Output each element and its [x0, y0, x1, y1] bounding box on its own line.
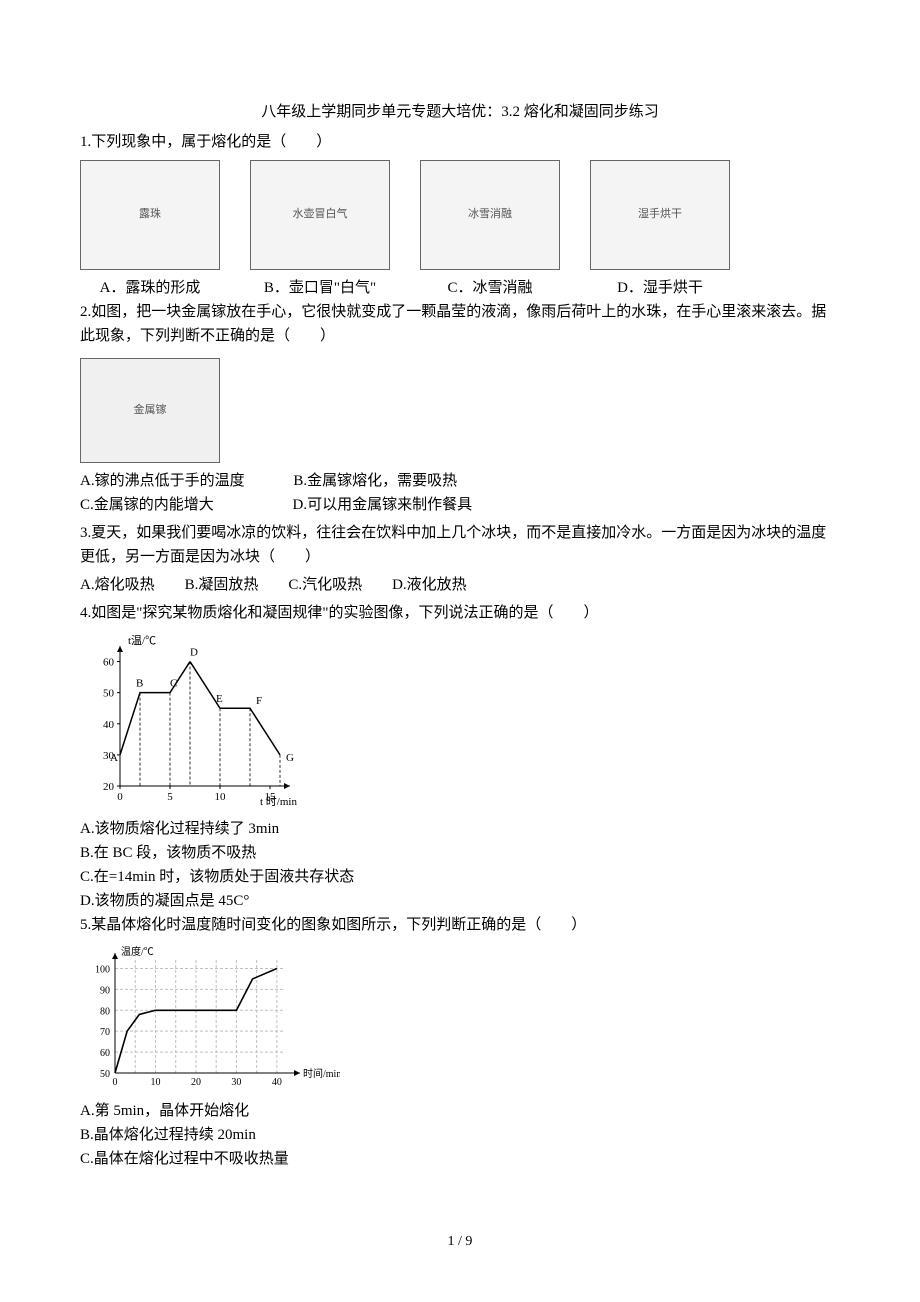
svg-text:B: B — [136, 678, 143, 690]
svg-text:C: C — [170, 678, 177, 690]
svg-text:20: 20 — [191, 1077, 201, 1088]
q1-img-b: 水壶冒白气 — [250, 160, 390, 270]
svg-text:20: 20 — [103, 781, 115, 793]
q4-opt-b: B.在 BC 段，该物质不吸热 — [80, 841, 840, 865]
q5-stem: 5.某晶体熔化时温度随时间变化的图象如图所示，下列判断正确的是（ ） — [80, 913, 840, 937]
svg-text:时间/min: 时间/min — [303, 1067, 340, 1080]
q3-options: A.熔化吸热 B.凝固放热 C.汽化吸热 D.液化放热 — [80, 573, 840, 597]
q1-images: 露珠 水壶冒白气 冰雪消融 湿手烘干 — [80, 160, 840, 270]
svg-text:温度/℃: 温度/℃ — [121, 945, 154, 958]
q1-img-d: 湿手烘干 — [590, 160, 730, 270]
q1-opt-b: B．壶口冒"白气" — [250, 276, 390, 300]
q4-chart: 2030405060051015t温/℃t 时/minABCDEFG — [80, 631, 840, 811]
q1-img-c: 冰雪消融 — [420, 160, 560, 270]
q2-opt-b: B.金属镓熔化，需要吸热 — [293, 473, 457, 489]
svg-text:70: 70 — [100, 1027, 110, 1038]
q5-chart: 50 60 70 80 90 100 0 10 20 30 40 温度/℃ 时间/min — [80, 943, 840, 1093]
svg-text:0: 0 — [113, 1077, 118, 1088]
svg-text:A: A — [110, 752, 118, 764]
q1-opt-a: A．露珠的形成 — [80, 276, 220, 300]
q4-opt-a: A.该物质熔化过程持续了 3min — [80, 817, 840, 841]
q5-opt-b: B.晶体熔化过程持续 20min — [80, 1123, 840, 1147]
svg-text:F: F — [256, 695, 262, 707]
q3-stem: 3.夏天，如果我们要喝冰凉的饮料，往往会在饮料中加上几个冰块，而不是直接加冷水。… — [80, 521, 840, 569]
svg-text:t温/℃: t温/℃ — [128, 634, 156, 647]
q2-opt-c: C.金属镓的内能增大 — [80, 497, 214, 513]
q2-opt-a: A.镓的沸点低于手的温度 — [80, 473, 245, 489]
svg-text:80: 80 — [100, 1006, 110, 1017]
q5-opt-a: A.第 5min，晶体开始熔化 — [80, 1099, 840, 1123]
q4-opt-d: D.该物质的凝固点是 45C° — [80, 889, 840, 913]
q2-options: A.镓的沸点低于手的温度 B.金属镓熔化，需要吸热 C.金属镓的内能增大 D.可… — [80, 469, 840, 517]
q4-stem: 4.如图是"探究某物质熔化和凝固规律"的实验图像，下列说法正确的是（ ） — [80, 601, 840, 625]
q2-stem: 2.如图，把一块金属镓放在手心，它很快就变成了一颗晶莹的液滴，像雨后荷叶上的水珠… — [80, 300, 840, 348]
svg-text:10: 10 — [215, 791, 227, 803]
q1-stem: 1.下列现象中，属于熔化的是（ ） — [80, 130, 840, 154]
svg-text:60: 60 — [103, 657, 115, 669]
svg-text:40: 40 — [103, 719, 115, 731]
q2-opt-d: D.可以用金属镓来制作餐具 — [293, 497, 473, 513]
q1-opt-d: D．湿手烘干 — [590, 276, 730, 300]
svg-text:50: 50 — [100, 1069, 110, 1080]
svg-text:5: 5 — [167, 791, 173, 803]
svg-text:100: 100 — [95, 964, 110, 975]
svg-text:60: 60 — [100, 1048, 110, 1059]
svg-text:t 时/min: t 时/min — [260, 795, 297, 808]
svg-text:E: E — [216, 693, 223, 705]
q4-opt-c: C.在=14min 时，该物质处于固液共存状态 — [80, 865, 840, 889]
q1-captions: A．露珠的形成 B．壶口冒"白气" C．冰雪消融 D．湿手烘干 — [80, 276, 840, 300]
q5-opt-c: C.晶体在熔化过程中不吸收热量 — [80, 1147, 840, 1171]
svg-text:0: 0 — [117, 791, 123, 803]
q2-image: 金属镓 — [80, 358, 220, 463]
q1-img-a: 露珠 — [80, 160, 220, 270]
svg-text:G: G — [286, 752, 294, 764]
q1-opt-c: C．冰雪消融 — [420, 276, 560, 300]
svg-text:50: 50 — [103, 688, 115, 700]
svg-text:40: 40 — [272, 1077, 282, 1088]
page-title: 八年级上学期同步单元专题大培优：3.2 熔化和凝固同步练习 — [80, 100, 840, 124]
svg-text:10: 10 — [150, 1077, 160, 1088]
svg-text:D: D — [190, 647, 198, 659]
svg-text:90: 90 — [100, 985, 110, 996]
svg-text:30: 30 — [231, 1077, 241, 1088]
page-footer: 1 / 9 — [80, 1231, 840, 1253]
